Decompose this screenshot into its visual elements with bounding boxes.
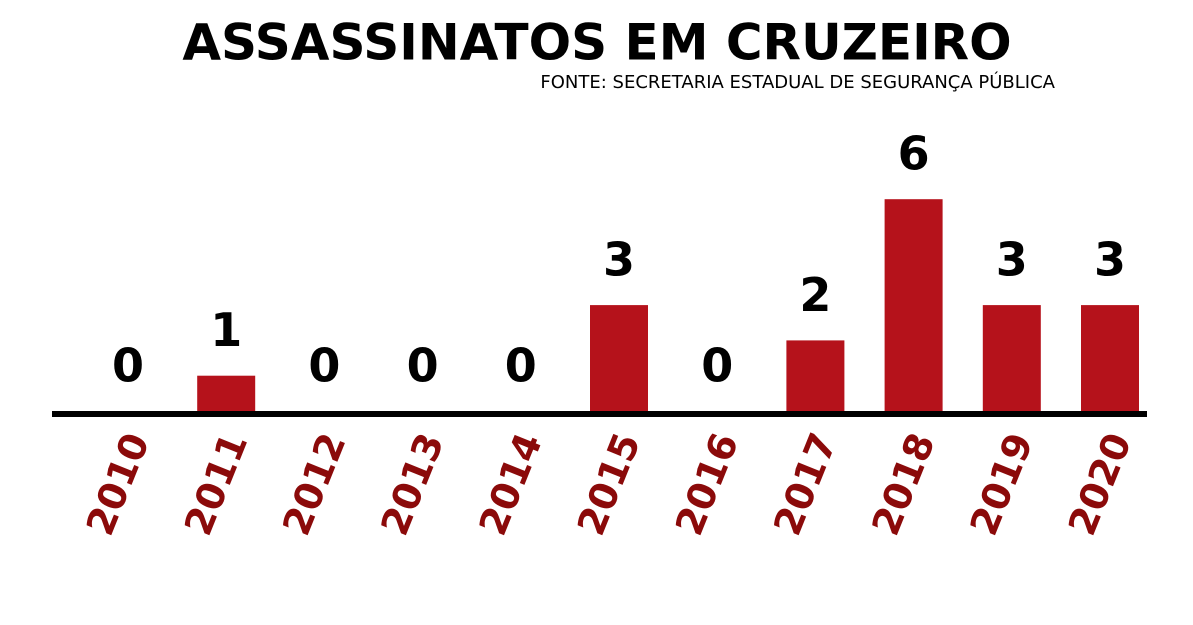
value-label: 3	[996, 233, 1028, 287]
x-tick-label: 2020	[1060, 427, 1140, 542]
chart-subtitle: FONTE: SECRETARIA ESTADUAL DE SEGURANÇA …	[540, 71, 1055, 93]
x-tick-label: 2014	[470, 427, 550, 542]
value-label: 3	[603, 233, 635, 287]
chart-title: ASSASSINATOS EM CRUZEIRO	[182, 14, 1011, 72]
bar	[1081, 305, 1139, 411]
value-label: 0	[308, 339, 340, 393]
x-tick-label: 2016	[667, 427, 747, 542]
x-tick-label: 2011	[176, 427, 256, 542]
value-label: 3	[1094, 233, 1126, 287]
x-tick-label: 2018	[863, 427, 943, 542]
bar	[590, 305, 648, 411]
value-label: 2	[799, 268, 831, 322]
value-label: 1	[210, 303, 242, 357]
value-label: 0	[505, 339, 537, 393]
value-label: 0	[407, 339, 439, 393]
x-tick-label: 2010	[78, 427, 158, 542]
x-tick-label: 2013	[372, 427, 452, 542]
bar	[884, 199, 943, 411]
x-tick-label: 2017	[765, 427, 845, 542]
value-label: 6	[898, 127, 930, 181]
bar	[197, 375, 256, 411]
bar	[982, 305, 1041, 411]
x-tick-label: 2015	[569, 427, 649, 542]
bar	[786, 340, 845, 411]
x-tick-label: 2012	[274, 427, 354, 542]
value-label: 0	[112, 339, 144, 393]
value-label: 0	[701, 339, 733, 393]
x-tick-label: 2019	[961, 427, 1041, 542]
